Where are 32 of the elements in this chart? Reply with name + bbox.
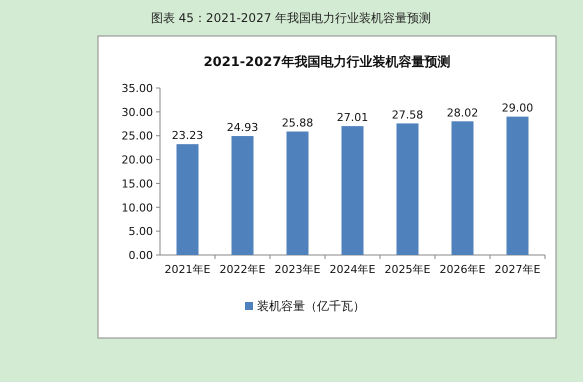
bar — [342, 126, 364, 255]
x-tick-label: 2024年E — [330, 263, 376, 276]
text: 图表 45：2021-2027 年我国电力行业装机容量预测 — [150, 11, 432, 25]
data-label: 29.00 — [502, 102, 534, 115]
data-label: 24.93 — [226, 121, 258, 134]
y-tick-label: 15.00 — [122, 177, 153, 190]
bar — [396, 123, 418, 255]
bar — [176, 144, 198, 255]
legend-label: 装机容量（亿千瓦） — [257, 299, 365, 313]
y-tick-label: 35.00 — [122, 82, 153, 95]
data-label: 27.58 — [392, 108, 424, 122]
bar — [506, 116, 528, 255]
bar — [232, 136, 254, 255]
y-tick-label: 20.00 — [122, 154, 153, 167]
y-tick-label: 5.00 — [128, 225, 153, 238]
data-label: 28.02 — [446, 106, 478, 120]
y-tick-label: 0.00 — [128, 249, 153, 262]
x-tick-label: 2022年E — [220, 263, 266, 276]
x-tick-label: 2023年E — [274, 263, 321, 276]
chart-title: 2021-2027年我国电力行业装机容量预测 — [204, 54, 450, 70]
y-tick-label: 25.00 — [122, 130, 153, 143]
y-tick-label: 10.00 — [122, 201, 153, 214]
x-tick-label: 2026年E — [440, 263, 486, 276]
x-tick-label: 2025年E — [384, 263, 431, 276]
x-tick-label: 2027年E — [494, 263, 541, 276]
x-tick-label: 2021年E — [164, 263, 211, 276]
data-label: 23.23 — [172, 129, 204, 142]
bar — [286, 132, 308, 255]
y-tick-label: 30.00 — [122, 106, 153, 119]
data-label: 25.88 — [282, 116, 314, 130]
data-label: 27.01 — [336, 111, 368, 124]
bar — [452, 121, 474, 255]
